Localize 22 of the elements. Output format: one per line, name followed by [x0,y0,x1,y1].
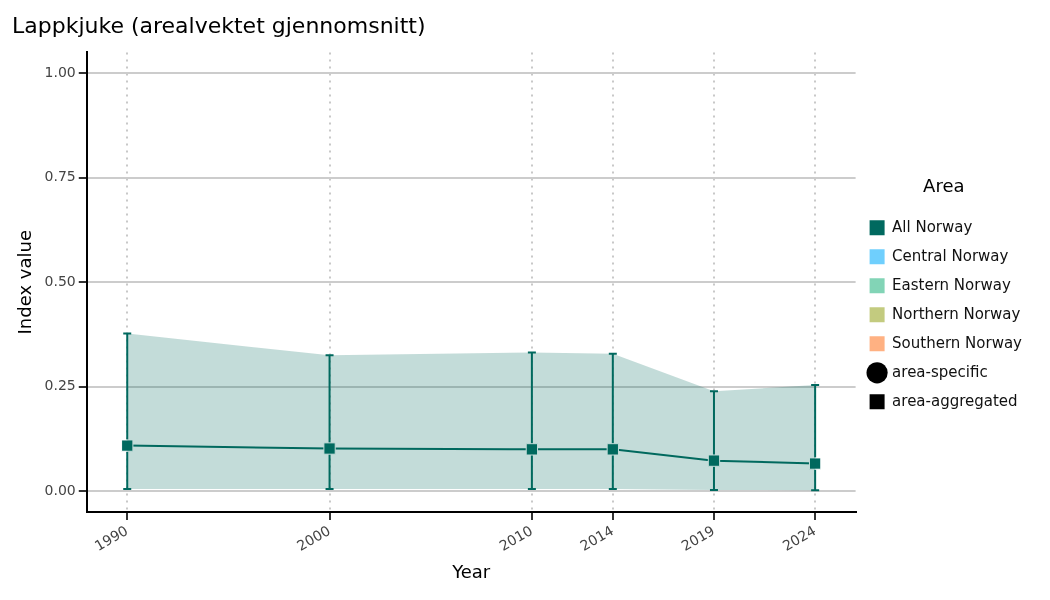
legend-label: area-specific [892,362,988,381]
point [323,442,336,455]
point [606,443,619,456]
chart-title: Lappkjuke (arealvektet gjennomsnitt) [12,12,426,38]
legend-label: Northern Norway [892,304,1021,323]
point [525,443,539,456]
y-tick-label: 0.50 [44,272,76,289]
y-tick-label: 0.00 [44,481,76,498]
legend-label: Southern Norway [892,333,1023,352]
x-axis-title: Year [451,560,491,582]
y-axis-title: Index value [14,229,36,335]
y-tick-label: 0.75 [44,168,76,185]
legend-label: Central Norway [892,246,1009,265]
point [121,439,134,452]
legend-title: Area [923,175,965,197]
point [707,454,721,467]
y-tick-label: 1.00 [44,63,76,80]
legend-label: area-aggregated [892,391,1018,410]
legend-label: Eastern Norway [892,275,1011,294]
legend-label: All Norway [892,217,973,236]
y-tick-label: 0.25 [44,377,76,394]
point [808,457,822,470]
